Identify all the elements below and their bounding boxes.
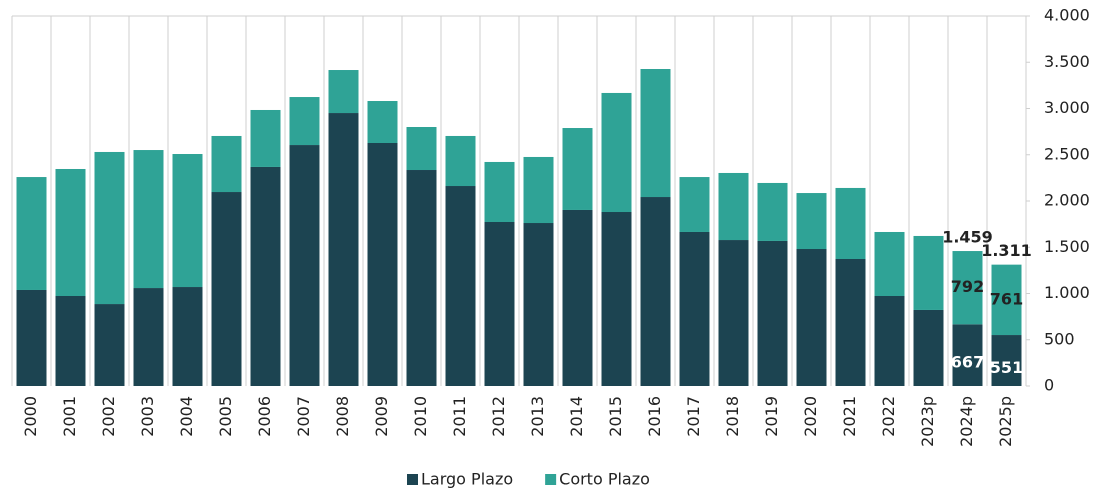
y-tick-label: 2.500 (1044, 144, 1090, 163)
y-tick-label: 500 (1044, 329, 1075, 348)
bar-segment (445, 186, 476, 386)
bar-segment (679, 177, 710, 232)
bar-segment (445, 135, 476, 187)
x-tick-label: 2010 (411, 396, 430, 437)
y-tick-label: 2.000 (1044, 191, 1090, 210)
bar-segment (952, 324, 983, 386)
y-tick-label: 0 (1044, 376, 1054, 395)
bar-segment (718, 240, 749, 386)
bar-segment (757, 240, 788, 386)
y-tick-label: 1.500 (1044, 237, 1090, 256)
bar-segment (601, 212, 632, 386)
x-tick-label: 2022 (879, 396, 898, 437)
legend-swatch (407, 474, 418, 485)
bar-segment (172, 154, 203, 288)
y-tick-label: 1.000 (1044, 283, 1090, 302)
total-label: 1.311 (981, 241, 1032, 260)
bar-segment (523, 156, 554, 224)
x-tick-label: 2023p (918, 396, 937, 447)
bar-segment (874, 231, 905, 296)
y-tick-label: 3.500 (1044, 52, 1090, 71)
x-tick-label: 2003 (138, 396, 157, 437)
x-tick-label: 2013 (528, 396, 547, 437)
bar-segment (796, 249, 827, 386)
bar-segment (484, 221, 515, 386)
data-label: 551 (990, 358, 1023, 377)
x-tick-label: 2012 (489, 396, 508, 437)
x-tick-label: 2020 (801, 396, 820, 437)
bar-segment (991, 335, 1022, 386)
bar-segment (991, 264, 1022, 336)
bar-segment (640, 197, 671, 386)
bar-segment (55, 168, 86, 296)
bar-segment (562, 128, 593, 210)
bar-segment (835, 258, 866, 386)
data-label: 761 (990, 289, 1023, 308)
x-tick-label: 2007 (294, 396, 313, 437)
bar-segment (250, 166, 281, 386)
bar-segment (913, 309, 944, 386)
legend-label: Largo Plazo (421, 470, 513, 489)
x-tick-label: 2004 (177, 396, 196, 437)
bar-segment (211, 192, 242, 386)
bar-segment (601, 92, 632, 213)
bar-segment (718, 172, 749, 241)
x-tick-label: 2005 (216, 396, 235, 437)
bar-segment (874, 295, 905, 386)
bar-segment (16, 289, 47, 386)
x-tick-label: 2019 (762, 396, 781, 437)
x-tick-label: 2025p (996, 396, 1015, 447)
data-label: 667 (951, 353, 984, 372)
x-tick-label: 2002 (99, 396, 118, 437)
bar-segment (757, 182, 788, 241)
legend-swatch (545, 474, 557, 485)
bar-segment (952, 251, 983, 325)
bar-segment (913, 235, 944, 310)
x-tick-label: 2021 (840, 396, 859, 437)
total-label: 1.459 (942, 228, 993, 247)
x-tick-label: 2011 (450, 396, 469, 437)
x-tick-label: 2006 (255, 396, 274, 437)
bar-segment (406, 170, 437, 386)
x-tick-label: 2016 (645, 396, 664, 437)
bar-segment (55, 295, 86, 386)
bar-segment (796, 193, 827, 250)
bar-segment (328, 113, 359, 386)
bar-segment (406, 127, 437, 171)
x-tick-label: 2018 (723, 396, 742, 437)
bar-segment (562, 209, 593, 386)
x-tick-label: 2008 (333, 396, 352, 437)
legend-label: Corto Plazo (559, 470, 650, 489)
bar-segment (367, 101, 398, 144)
bar-segment (94, 304, 125, 386)
y-tick-label: 3.000 (1044, 98, 1090, 117)
bar-segment (211, 135, 242, 193)
x-tick-label: 2009 (372, 396, 391, 437)
bar-segment (523, 223, 554, 386)
bar-segment (133, 150, 164, 289)
bar-segment (94, 151, 125, 305)
bar-segment (289, 97, 320, 146)
x-tick-label: 2000 (21, 396, 40, 437)
y-tick-label: 4.000 (1044, 6, 1090, 25)
x-tick-label: 2001 (60, 396, 79, 437)
x-tick-label: 2014 (567, 396, 586, 437)
bar-segment (289, 145, 320, 386)
bar-segment (172, 287, 203, 386)
bar-segment (835, 187, 866, 259)
bar-segment (133, 288, 164, 386)
x-tick-label: 2024p (957, 396, 976, 447)
bar-segment (250, 109, 281, 167)
bar-segment (679, 231, 710, 386)
bar-segment (367, 143, 398, 386)
x-tick-label: 2015 (606, 396, 625, 437)
bar-segment (16, 177, 47, 290)
x-tick-label: 2017 (684, 396, 703, 437)
bar-segment (640, 69, 671, 198)
bar-segment (484, 161, 515, 222)
data-label: 792 (951, 277, 984, 296)
bar-segment (328, 70, 359, 114)
